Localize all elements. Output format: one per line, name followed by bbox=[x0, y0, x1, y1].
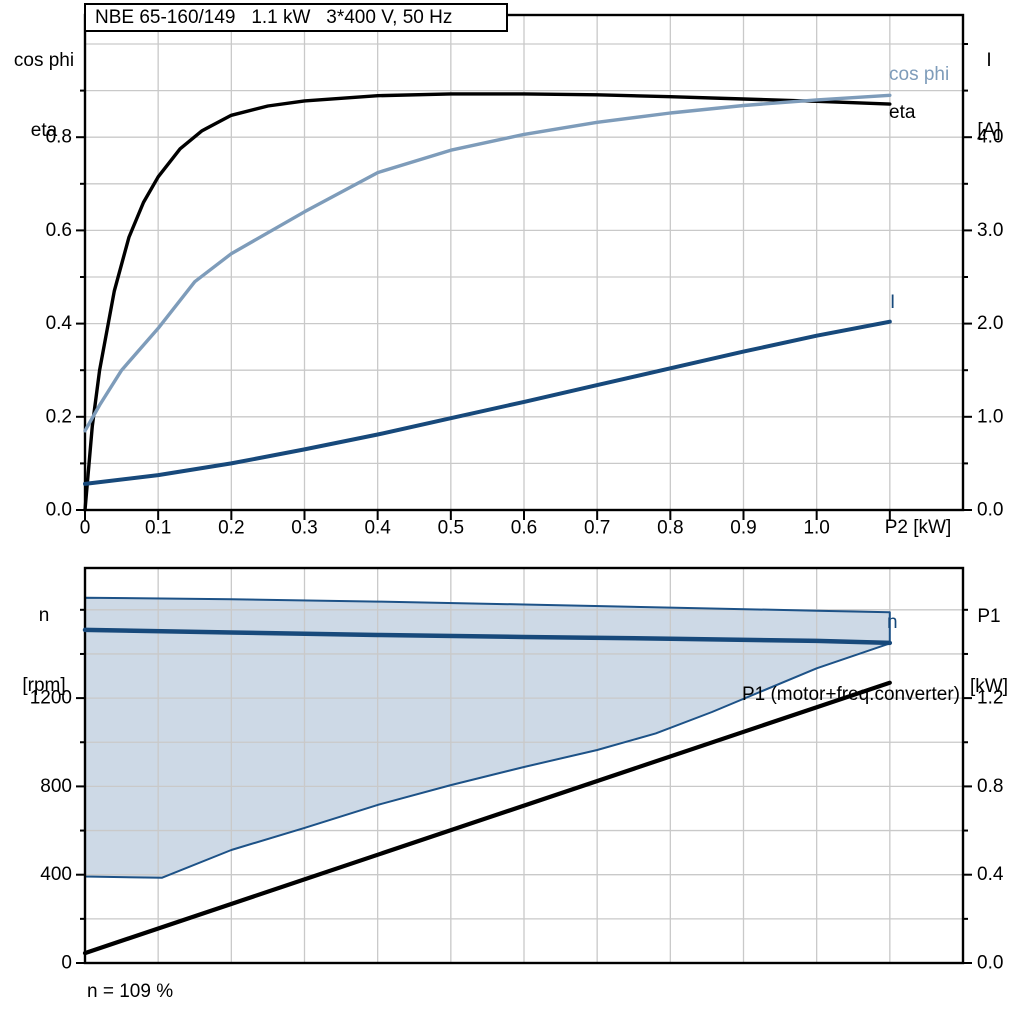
eta-axis-label: eta bbox=[30, 119, 58, 141]
current-axis-label: I bbox=[986, 50, 992, 72]
tick-label: 4.0 bbox=[977, 127, 1003, 148]
tick-label: 1.0 bbox=[977, 406, 1003, 427]
tick-label: 0.6 bbox=[46, 220, 72, 241]
tick-label: 1.0 bbox=[803, 518, 829, 539]
n-curve-label: n bbox=[887, 612, 898, 633]
tick-label: 0.0 bbox=[46, 500, 72, 521]
kw-unit-label: [kW] bbox=[970, 675, 1008, 697]
current-curve-label: I bbox=[890, 292, 896, 313]
ampere-unit-label: [A] bbox=[977, 119, 1001, 141]
top-left-axis-label: cos phi eta bbox=[4, 3, 84, 188]
cos-phi-curve-label: cos phi bbox=[889, 64, 950, 85]
tick-label: 2.0 bbox=[977, 313, 1003, 334]
cos-phi-axis-label: cos phi bbox=[13, 50, 75, 72]
top-right-axis-label: I [A] bbox=[958, 3, 1020, 188]
bottom-right-axis-label: P1 [kW] bbox=[960, 559, 1018, 744]
tick-label: 0.1 bbox=[145, 518, 171, 539]
tick-label: 0.7 bbox=[584, 518, 610, 539]
tick-label: 0.8 bbox=[977, 776, 1003, 797]
n-axis-label: n bbox=[38, 605, 50, 627]
tick-label: 0 bbox=[80, 518, 91, 539]
plot-border bbox=[83, 566, 965, 965]
speed-operating-envelope-outline bbox=[84, 596, 891, 879]
tick-label: 1.2 bbox=[977, 688, 1003, 709]
p1-axis-label: P1 bbox=[977, 606, 1001, 628]
tick-label: 0.9 bbox=[730, 518, 756, 539]
tick-label: 0.4 bbox=[364, 518, 391, 539]
series-speed-n bbox=[82, 627, 893, 646]
chart-title-box: NBE 65-160/149 1.1 kW 3*400 V, 50 Hz bbox=[84, 3, 508, 32]
series-eta bbox=[83, 92, 892, 512]
series-p1-motor-freq-converter bbox=[82, 680, 892, 956]
tick-label: 0.0 bbox=[977, 500, 1003, 521]
tick-label: 0.8 bbox=[657, 518, 683, 539]
tick-label: 0.5 bbox=[438, 518, 464, 539]
tick-label: 0.4 bbox=[977, 864, 1004, 885]
tick-label: 0.4 bbox=[46, 313, 73, 334]
speed-operating-envelope-fill bbox=[85, 597, 890, 878]
bottom-left-axis-label: n [rpm] bbox=[4, 558, 84, 743]
tick-label: 0.2 bbox=[46, 406, 72, 427]
tick-label: 0.2 bbox=[218, 518, 244, 539]
eta-curve-label: eta bbox=[889, 102, 916, 123]
series-cos-phi bbox=[83, 93, 892, 433]
x-axis-unit-label: P2 [kW] bbox=[884, 517, 952, 538]
rpm-unit-label: [rpm] bbox=[22, 674, 66, 696]
tick-label: 0.3 bbox=[291, 518, 317, 539]
tick-label: 0 bbox=[61, 953, 72, 974]
p1-curve-label: P1 (motor+freq.converter) bbox=[741, 684, 960, 705]
tick-label: 0.0 bbox=[977, 953, 1003, 974]
tick-label: 3.0 bbox=[977, 220, 1003, 241]
speed-percentage-note: n = 109 % bbox=[87, 981, 174, 1002]
tick-label: 800 bbox=[40, 776, 72, 797]
tick-label: 400 bbox=[40, 864, 72, 885]
tick-label: 0.8 bbox=[46, 127, 72, 148]
tick-label: 1200 bbox=[30, 688, 72, 709]
tick-label: 0.6 bbox=[511, 518, 537, 539]
series-current-I bbox=[83, 319, 892, 486]
